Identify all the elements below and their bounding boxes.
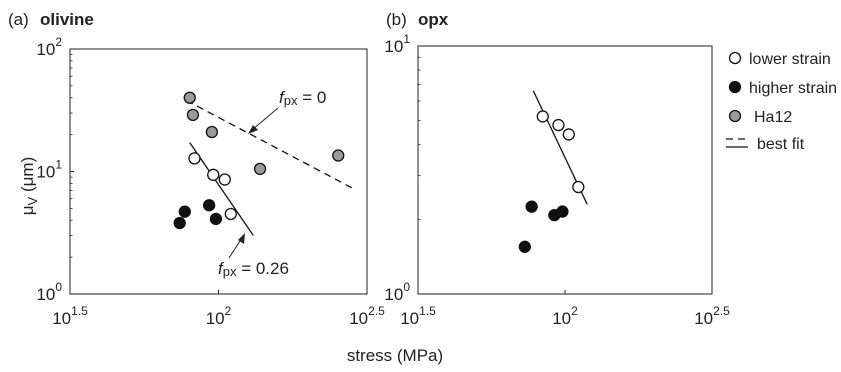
lower-strain-point bbox=[572, 180, 585, 194]
legend: lower strain higher strain Ha12 best fit bbox=[726, 51, 837, 153]
panel-opx: (b) opx 101.5 102 102.5 100 101 bbox=[384, 10, 730, 328]
y-tick-label: 101 bbox=[36, 158, 62, 182]
panel-b-letter: (b) bbox=[386, 10, 407, 29]
x-tick-label: 102 bbox=[552, 304, 578, 328]
panel-b-marks bbox=[518, 90, 588, 253]
lower-strain-point bbox=[552, 118, 565, 132]
y-tick-label: 100 bbox=[384, 280, 410, 304]
ha12-point bbox=[332, 149, 345, 162]
legend-item-best-fit: best fit bbox=[726, 136, 805, 153]
svg-text:lower strain: lower strain bbox=[749, 51, 831, 68]
panel-a-axes: 101.5 102 102.5 100 101 102 bbox=[36, 35, 385, 328]
svg-text:higher strain: higher strain bbox=[749, 80, 837, 97]
x-tick-label: 101.5 bbox=[52, 304, 88, 328]
svg-text:fpx = 0: fpx = 0 bbox=[279, 88, 326, 108]
panel-a-title: olivine bbox=[40, 10, 94, 29]
annotation-fpx-0: fpx = 0 bbox=[279, 88, 326, 108]
legend-marker-filled-circle bbox=[728, 80, 742, 94]
legend-marker-open-circle bbox=[728, 51, 742, 65]
panel-b-title: opx bbox=[418, 10, 449, 29]
svg-text:Ha12: Ha12 bbox=[754, 109, 792, 126]
x-tick-label: 101.5 bbox=[400, 304, 436, 328]
lower-strain-point bbox=[536, 110, 549, 123]
x-tick-label: 102 bbox=[206, 304, 232, 328]
ha12-point bbox=[253, 162, 267, 176]
svg-text:fpx = 0.26: fpx = 0.26 bbox=[218, 259, 289, 279]
higher-strain-point bbox=[173, 216, 186, 230]
panel-b-axes: 101.5 102 102.5 100 101 bbox=[384, 32, 730, 328]
annotation-fpx-026: fpx = 0.26 bbox=[218, 259, 289, 279]
higher-strain-point bbox=[203, 199, 216, 212]
ha12-point bbox=[183, 91, 196, 104]
panel-a-marks bbox=[173, 91, 355, 236]
lower-strain-point bbox=[562, 128, 575, 141]
legend-item-higher-strain: higher strain bbox=[728, 80, 837, 97]
y-tick-label: 102 bbox=[36, 35, 62, 59]
panel-olivine: (a) olivine 101.5 102 102.5 100 101 102 fpx =… bbox=[8, 10, 385, 328]
annotation-arrow-lower bbox=[228, 233, 245, 259]
legend-item-ha12: Ha12 bbox=[728, 109, 792, 126]
lower-strain-point bbox=[224, 207, 237, 221]
lower-strain-point bbox=[188, 152, 201, 165]
panel-a-letter: (a) bbox=[8, 10, 29, 29]
lower-strain-point bbox=[207, 168, 220, 181]
higher-strain-point bbox=[556, 205, 569, 218]
legend-marker-gray-circle bbox=[728, 109, 742, 123]
higher-strain-point bbox=[525, 200, 538, 213]
x-tick-label: 102.5 bbox=[349, 304, 385, 328]
y-tick-label: 100 bbox=[36, 280, 62, 304]
legend-item-lower-strain: lower strain bbox=[728, 51, 831, 68]
higher-strain-point bbox=[518, 240, 531, 253]
ha12-point bbox=[186, 108, 200, 122]
panel-b-plot-frame bbox=[417, 45, 713, 295]
best-fit-dashed-line bbox=[186, 99, 355, 190]
ha12-point bbox=[205, 125, 219, 139]
annotation-arrow-upper bbox=[248, 107, 279, 134]
higher-strain-point bbox=[178, 205, 191, 218]
x-axis-label: stress (MPa) bbox=[347, 346, 443, 365]
x-tick-label: 102.5 bbox=[694, 304, 730, 328]
panel-a-plot-frame bbox=[69, 48, 368, 295]
svg-text:μV (μm): μV (μm) bbox=[18, 157, 40, 215]
y-tick-label: 101 bbox=[384, 32, 410, 56]
higher-strain-point bbox=[209, 212, 223, 226]
y-axis-label: μV (μm) bbox=[18, 157, 40, 215]
lower-strain-point bbox=[218, 173, 231, 186]
svg-text:best fit: best fit bbox=[757, 136, 805, 153]
